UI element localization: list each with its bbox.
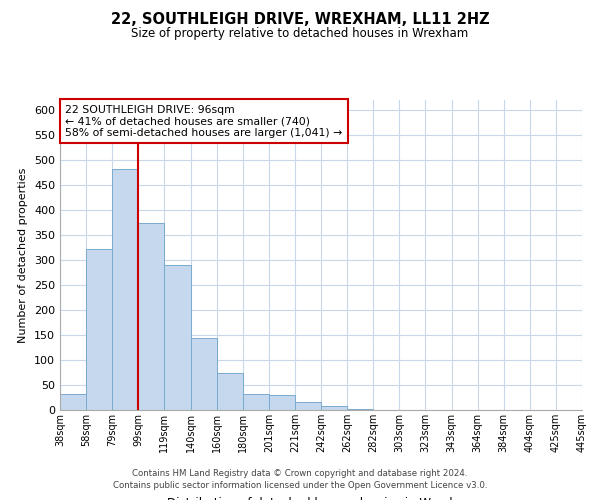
Text: 22, SOUTHLEIGH DRIVE, WREXHAM, LL11 2HZ: 22, SOUTHLEIGH DRIVE, WREXHAM, LL11 2HZ: [110, 12, 490, 28]
Bar: [347, 409, 373, 410]
Bar: [86, 249, 112, 410]
Bar: [321, 406, 347, 410]
Bar: [112, 169, 139, 410]
Bar: [243, 394, 269, 410]
Y-axis label: Number of detached properties: Number of detached properties: [19, 168, 28, 342]
Bar: [295, 402, 321, 410]
Bar: [60, 394, 86, 410]
Text: Contains HM Land Registry data © Crown copyright and database right 2024.: Contains HM Land Registry data © Crown c…: [132, 468, 468, 477]
Text: Size of property relative to detached houses in Wrexham: Size of property relative to detached ho…: [131, 28, 469, 40]
Bar: [191, 338, 217, 410]
Text: 22 SOUTHLEIGH DRIVE: 96sqm
← 41% of detached houses are smaller (740)
58% of sem: 22 SOUTHLEIGH DRIVE: 96sqm ← 41% of deta…: [65, 104, 343, 138]
Bar: [269, 395, 295, 410]
Bar: [217, 372, 243, 410]
Bar: [164, 264, 191, 410]
Text: Contains public sector information licensed under the Open Government Licence v3: Contains public sector information licen…: [113, 481, 487, 490]
X-axis label: Distribution of detached houses by size in Wrexham: Distribution of detached houses by size …: [167, 496, 475, 500]
Bar: [139, 222, 164, 410]
